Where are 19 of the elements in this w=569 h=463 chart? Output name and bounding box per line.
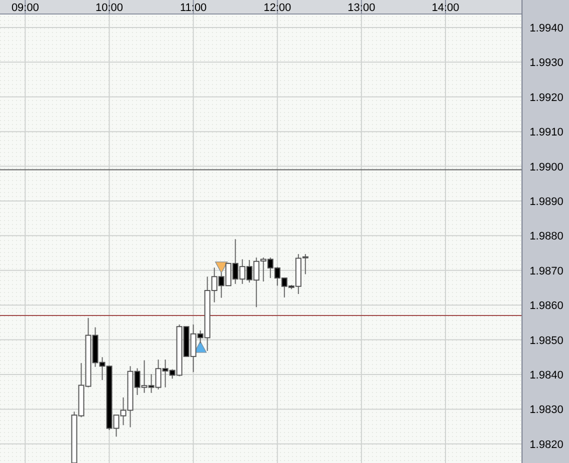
y-tick-label: 1.9900 [530, 161, 564, 174]
y-tick-label: 1.9940 [530, 22, 564, 34]
y-tick-label: 1.9920 [530, 92, 564, 104]
x-tick-label: 14:00 [432, 2, 460, 14]
y-tick-label: 1.9930 [530, 57, 564, 70]
y-tick-label: 1.9880 [530, 230, 564, 243]
y-tick-label: 1.9890 [530, 196, 564, 208]
y-tick-label: 1.9860 [530, 300, 564, 312]
x-tick-label: 12:00 [264, 2, 292, 14]
y-tick-label: 1.9870 [530, 265, 564, 278]
y-tick-label: 1.9850 [530, 334, 564, 347]
x-tick-label: 09:00 [11, 2, 39, 14]
y-tick-label: 1.9910 [530, 126, 564, 139]
x-tick-label: 11:00 [180, 2, 207, 14]
y-tick-label: 1.9820 [530, 438, 564, 451]
x-tick-label: 10:00 [96, 2, 124, 14]
y-tick-label: 1.9840 [530, 370, 564, 382]
x-tick-label: 13:00 [348, 2, 376, 14]
y-tick-label: 1.9830 [530, 404, 564, 416]
